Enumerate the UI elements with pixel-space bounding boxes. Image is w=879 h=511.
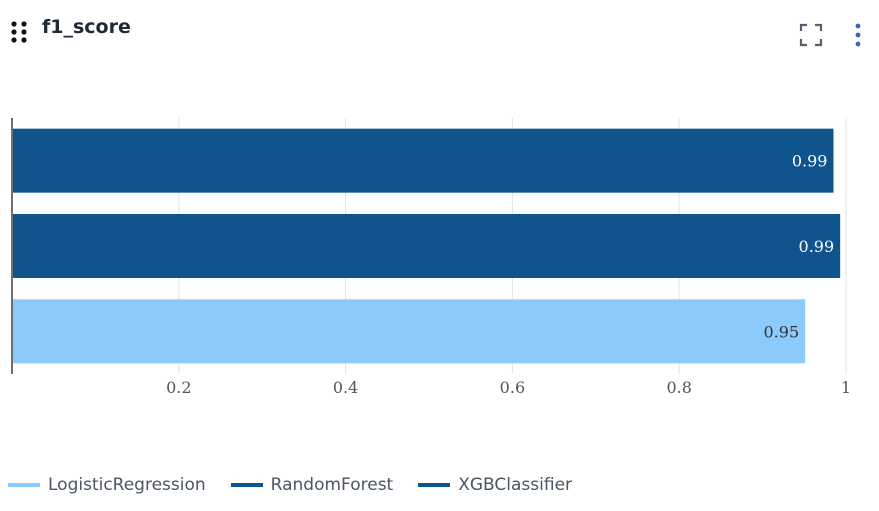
legend-swatch	[230, 483, 263, 487]
fullscreen-icon[interactable]	[798, 22, 824, 48]
bar-value-label: 0.95	[764, 322, 800, 341]
x-tick-label: 0.2	[166, 378, 191, 397]
chart-card-header: f1_score	[0, 0, 879, 60]
x-tick-label: 0.4	[333, 378, 358, 397]
legend-item-logisticregression[interactable]: LogisticRegression	[8, 475, 206, 495]
legend-item-randomforest[interactable]: RandomForest	[230, 475, 394, 495]
bar-value-label: 0.99	[799, 237, 835, 256]
legend-label: LogisticRegression	[48, 475, 206, 495]
legend-swatch	[418, 483, 451, 487]
bar-xgbclassifier[interactable]	[13, 128, 834, 193]
chart-title: f1_score	[42, 16, 131, 38]
more-vertical-icon[interactable]	[850, 22, 866, 48]
drag-dots-icon[interactable]	[9, 20, 29, 44]
x-tick-label: 0.8	[666, 378, 691, 397]
legend-swatch	[8, 483, 40, 487]
bar-value-label: 0.99	[792, 152, 828, 171]
bar-logisticregression[interactable]	[13, 299, 806, 364]
legend-label: RandomForest	[270, 475, 394, 495]
x-tick-label: 1	[841, 378, 851, 397]
legend-label: XGBClassifier	[458, 475, 573, 495]
chart-legend: LogisticRegression RandomForest XGBClassif…	[8, 474, 597, 496]
legend-item-xgbclassifier[interactable]: XGBClassifier	[418, 475, 572, 495]
x-tick-label: 0.6	[500, 378, 525, 397]
bar-randomforest[interactable]	[13, 214, 841, 278]
bar-chart: 0.2 0.4 0.6 0.8 1 0.99 0.99 0.95	[11, 118, 851, 397]
